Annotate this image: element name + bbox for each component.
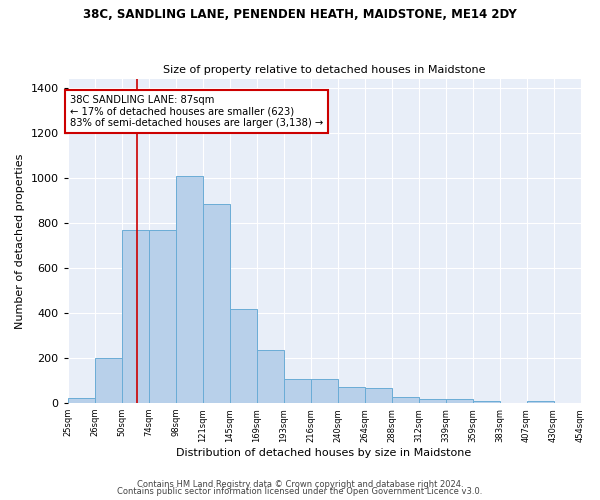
Bar xyxy=(176,176,203,403)
Bar xyxy=(419,398,446,403)
Text: Contains HM Land Registry data © Crown copyright and database right 2024.: Contains HM Land Registry data © Crown c… xyxy=(137,480,463,489)
Bar xyxy=(473,401,500,403)
Text: 38C, SANDLING LANE, PENENDEN HEATH, MAIDSTONE, ME14 2DY: 38C, SANDLING LANE, PENENDEN HEATH, MAID… xyxy=(83,8,517,20)
Title: Size of property relative to detached houses in Maidstone: Size of property relative to detached ho… xyxy=(163,66,485,76)
Text: 38C SANDLING LANE: 87sqm
← 17% of detached houses are smaller (623)
83% of semi-: 38C SANDLING LANE: 87sqm ← 17% of detach… xyxy=(70,95,323,128)
Bar xyxy=(284,379,311,403)
Text: Contains public sector information licensed under the Open Government Licence v3: Contains public sector information licen… xyxy=(118,487,482,496)
Bar xyxy=(68,398,95,403)
Bar xyxy=(338,388,365,403)
X-axis label: Distribution of detached houses by size in Maidstone: Distribution of detached houses by size … xyxy=(176,448,472,458)
Y-axis label: Number of detached properties: Number of detached properties xyxy=(15,154,25,329)
Bar xyxy=(203,204,230,403)
Bar xyxy=(149,230,176,403)
Bar xyxy=(257,350,284,403)
Bar xyxy=(446,399,473,403)
Bar xyxy=(365,388,392,403)
Bar xyxy=(230,308,257,403)
Bar xyxy=(311,379,338,403)
Bar xyxy=(122,230,149,403)
Bar xyxy=(392,398,419,403)
Bar xyxy=(95,358,122,403)
Bar xyxy=(527,401,554,403)
